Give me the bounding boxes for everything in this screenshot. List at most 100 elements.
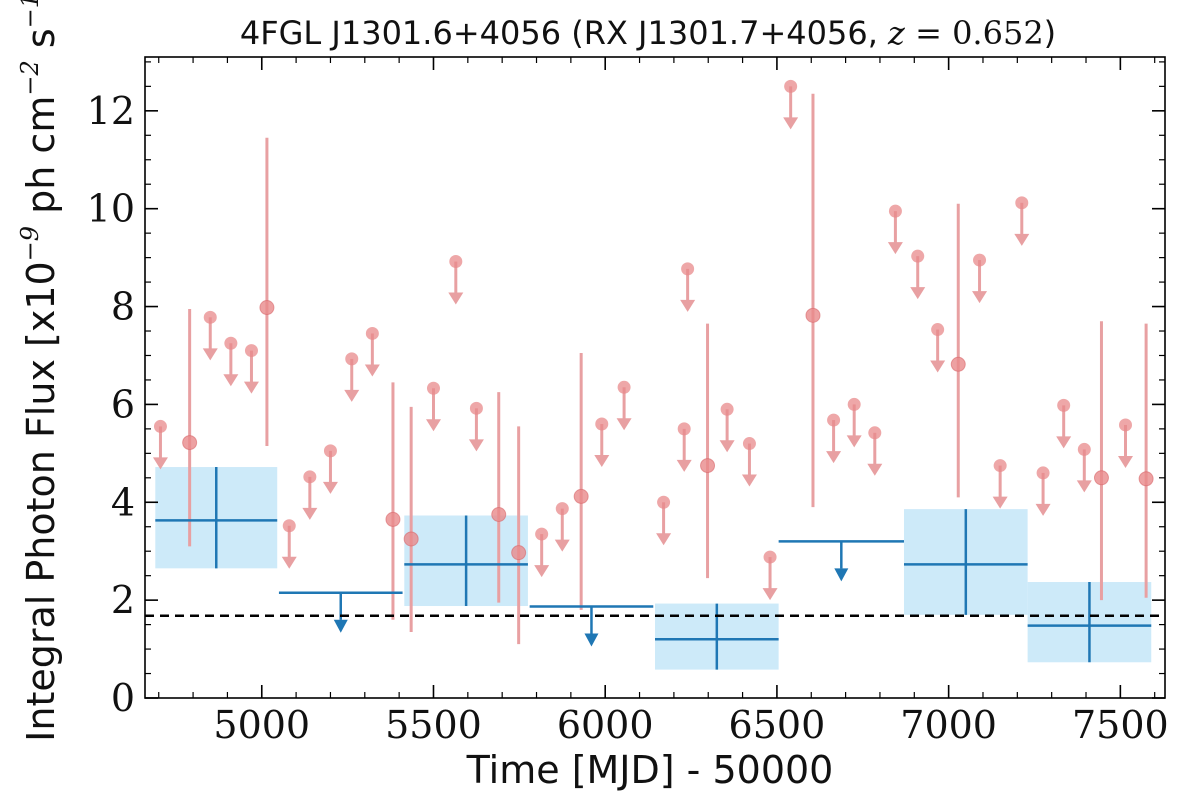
fine-upper-limit-marker	[203, 310, 217, 324]
fine-upper-limit-arrowhead	[930, 360, 946, 373]
fine-data-point	[259, 300, 275, 316]
title-redshift-symbol: z	[887, 14, 906, 52]
fine-upper-limit-marker	[742, 437, 756, 451]
fine-upper-limit-marker	[931, 323, 945, 337]
fine-data-point	[950, 356, 966, 372]
fine-upper-limit-arrowhead	[656, 533, 672, 546]
y-tick-label: 0	[111, 676, 135, 720]
fine-upper-limit-marker	[681, 262, 695, 276]
fine-upper-limit-marker	[677, 422, 691, 436]
fine-upper-limit-marker	[847, 397, 861, 411]
fine-upper-limit-marker	[1119, 418, 1133, 432]
fine-upper-limit-marker	[345, 352, 359, 366]
fine-upper-limit-arrowhead	[243, 381, 259, 394]
title-suffix: )	[1044, 14, 1056, 52]
x-tick-label: 6500	[729, 703, 826, 747]
x-tick-label: 7000	[900, 703, 997, 747]
fine-upper-limit-marker	[244, 344, 258, 358]
fine-upper-limit-arrowhead	[448, 292, 464, 305]
y-tick-label: 12	[87, 89, 135, 133]
fine-upper-limit-arrowhead	[322, 481, 338, 494]
coarse-upper-limit-arrowhead	[333, 619, 348, 633]
fine-upper-limit-marker	[595, 417, 609, 431]
y-axis-label: Integral Photon Flux [x10−9 ph cm−2 s−1]	[16, 0, 63, 742]
fine-upper-limit-arrowhead	[867, 463, 883, 476]
fine-upper-limit-arrowhead	[680, 299, 696, 312]
fine-upper-limit-marker	[153, 419, 167, 433]
axes: 5000 5500 6000 6500 7000 7500 0 2 4 6 8 10 12	[87, 56, 1169, 747]
fine-upper-limit-marker	[555, 502, 569, 516]
fine-upper-limit-arrowhead	[1014, 233, 1030, 246]
fine-upper-limit-marker	[1077, 442, 1091, 456]
fine-upper-limit-arrowhead	[783, 117, 799, 130]
fine-upper-limit-arrowhead	[152, 457, 168, 470]
plot-frame	[144, 56, 1166, 699]
fine-upper-limit-marker	[224, 336, 238, 350]
y-tick-label: 6	[111, 382, 135, 426]
fine-upper-limit-arrowhead	[554, 539, 570, 552]
fine-upper-limit-arrowhead	[468, 439, 484, 452]
fine-data-point	[491, 507, 507, 523]
fine-upper-limit-arrowhead	[719, 440, 735, 453]
title-redshift-value: 0.652	[952, 14, 1044, 52]
fine-upper-limit-arrowhead	[594, 454, 610, 467]
fine-upper-limit-arrowhead	[223, 374, 239, 387]
fine-upper-limit-marker	[535, 527, 549, 541]
title-equals: =	[905, 14, 952, 52]
title-prefix: 4FGL J1301.6+4056 (RX J1301.7+4056,	[240, 14, 888, 52]
y-tick-label: 8	[111, 285, 135, 329]
fine-upper-limit-marker	[720, 402, 734, 416]
chart-title: 4FGL J1301.6+4056 (RX J1301.7+4056, z = …	[240, 14, 1056, 52]
y-tick-label: 2	[111, 578, 135, 622]
fine-upper-limit-arrowhead	[425, 419, 441, 432]
fine-upper-limit-marker	[365, 326, 379, 340]
fine-data-point	[1138, 471, 1154, 487]
fine-upper-limit-arrowhead	[992, 496, 1008, 509]
fine-upper-limit-arrowhead	[1076, 480, 1092, 493]
y-label-part-1: Integral Photon Flux [x10	[19, 261, 63, 742]
fine-upper-limit-marker	[617, 380, 631, 394]
y-label-exponent-1: −9	[16, 226, 44, 261]
fine-upper-limit-marker	[1015, 196, 1029, 210]
fine-upper-limit-marker	[973, 253, 987, 267]
fine-upper-limit-marker	[469, 401, 483, 415]
x-axis-label: Time [MJD] - 50000	[466, 748, 834, 792]
fine-upper-limit-arrowhead	[1035, 503, 1051, 516]
fine-upper-limit-arrowhead	[281, 556, 297, 569]
x-tick-label: 5500	[385, 703, 482, 747]
fine-upper-limit-arrowhead	[826, 451, 842, 464]
fine-upper-limit-marker	[657, 495, 671, 509]
fine-upper-limit-marker	[426, 381, 440, 395]
fine-data-point	[805, 307, 821, 323]
fine-data-point	[182, 435, 198, 451]
fine-upper-limit-arrowhead	[972, 291, 988, 304]
fine-upper-limit-marker	[282, 519, 296, 533]
y-label-part-3: s	[19, 28, 63, 60]
fine-data-point	[403, 531, 419, 547]
fine-upper-limit-arrowhead	[364, 364, 380, 377]
fine-upper-limit-arrowhead	[846, 435, 862, 448]
fine-upper-limit-marker	[1057, 398, 1071, 412]
fine-upper-limit-marker	[827, 413, 841, 427]
x-tick-label: 7500	[1072, 703, 1169, 747]
fine-upper-limit-arrowhead	[762, 588, 778, 601]
coarse-upper-limit-arrowhead	[834, 568, 849, 582]
fine-upper-limit-arrowhead	[1118, 455, 1134, 468]
fine-upper-limit-arrowhead	[741, 474, 757, 487]
fine-upper-limit-marker	[1036, 466, 1050, 480]
fine-upper-limit-marker	[911, 249, 925, 263]
fine-upper-limit-arrowhead	[887, 242, 903, 255]
fine-upper-limit-marker	[303, 470, 317, 484]
fine-upper-limit-arrowhead	[616, 418, 632, 431]
fine-upper-limit-arrowhead	[202, 348, 218, 361]
fine-upper-limit-arrowhead	[534, 565, 550, 578]
fine-data-point	[1093, 470, 1109, 486]
fine-upper-limit-arrowhead	[344, 389, 360, 402]
fine-upper-limit-arrowhead	[302, 507, 318, 520]
fine-data-point	[511, 545, 527, 561]
y-label-part-2: ph cm	[19, 96, 63, 226]
plot-area	[145, 79, 1165, 670]
fine-data-point	[700, 458, 716, 474]
fine-upper-limit-marker	[323, 444, 337, 458]
